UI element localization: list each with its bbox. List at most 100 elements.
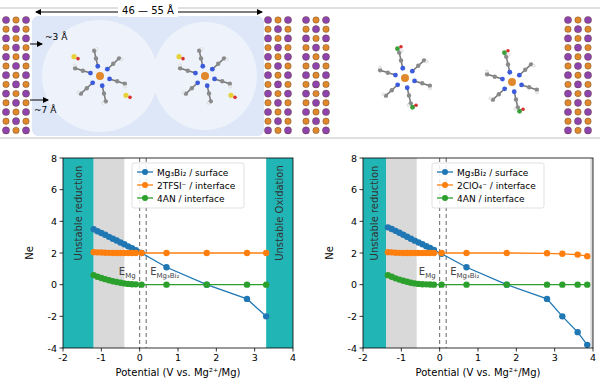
- legend-label: 4AN / interface: [457, 194, 525, 204]
- atom: [323, 26, 329, 32]
- atom: [264, 53, 271, 60]
- atom: [323, 100, 329, 106]
- y-tick: [360, 316, 364, 317]
- atom: [2, 90, 9, 97]
- atom: [81, 68, 85, 72]
- atom: [523, 68, 527, 72]
- atom: [584, 53, 591, 60]
- atom: [23, 26, 29, 32]
- mg-ion: [201, 72, 209, 80]
- reference-label-sub: Mg: [125, 272, 135, 280]
- atom: [105, 67, 110, 72]
- y-tick-label: 8: [51, 153, 57, 164]
- atom: [13, 54, 19, 60]
- atom: [313, 17, 319, 23]
- y-tick: [60, 348, 64, 349]
- x-tick: [439, 348, 440, 352]
- atom: [506, 62, 510, 66]
- atom: [575, 17, 581, 23]
- atom: [3, 26, 9, 32]
- atom: [425, 60, 428, 63]
- region-label: Unstable reduction: [369, 166, 380, 261]
- y-tick-label: 2: [51, 248, 57, 259]
- atom: [395, 46, 400, 51]
- offset-label: ~3 Å: [45, 31, 68, 42]
- legend-box: [132, 163, 244, 208]
- y-tick-label: 6: [51, 184, 57, 195]
- atom: [486, 70, 489, 73]
- atom: [506, 49, 510, 53]
- atom: [512, 89, 517, 94]
- atom: [12, 44, 19, 51]
- data-point: [204, 281, 210, 287]
- atom: [265, 63, 271, 69]
- bond: [415, 81, 430, 86]
- data-point: [463, 250, 469, 256]
- atom: [95, 64, 100, 69]
- atom: [407, 104, 410, 107]
- y-tick-label: 4: [51, 216, 57, 227]
- atom: [313, 72, 319, 78]
- atom: [229, 85, 232, 88]
- atom: [565, 81, 571, 87]
- atom: [199, 56, 203, 60]
- legend-marker: [142, 182, 148, 188]
- atom: [275, 90, 281, 96]
- atom: [393, 73, 398, 78]
- x-tick: [293, 348, 294, 352]
- atom: [284, 35, 291, 42]
- atom: [181, 57, 185, 61]
- x-tick-label: 1: [475, 352, 481, 363]
- legend-marker: [442, 195, 448, 201]
- series-line: [94, 229, 267, 316]
- atom: [519, 83, 524, 88]
- atom: [584, 16, 591, 23]
- data-point: [138, 250, 144, 256]
- y-tick-label: 6: [351, 184, 357, 195]
- atom: [312, 62, 319, 69]
- atom: [275, 109, 281, 115]
- atom: [274, 118, 281, 125]
- legend-label: 4AN / interface: [157, 194, 225, 204]
- x-tick-label: 2: [213, 352, 219, 363]
- mg-ion: [401, 74, 409, 82]
- data-point: [133, 250, 139, 256]
- atom: [429, 87, 432, 90]
- atom: [284, 53, 291, 60]
- y-tick-label: -4: [48, 343, 57, 354]
- atom: [22, 108, 29, 115]
- data-point: [463, 281, 469, 287]
- atom: [322, 35, 329, 42]
- atom: [285, 118, 291, 124]
- atom: [399, 58, 403, 62]
- atom: [179, 64, 182, 67]
- atom: [514, 108, 517, 111]
- x-tick: [554, 348, 555, 352]
- y-tick-label: 4: [351, 216, 357, 227]
- data-point: [431, 250, 437, 256]
- atom: [22, 90, 29, 97]
- atom: [564, 16, 571, 23]
- bond: [487, 74, 502, 79]
- atom: [265, 26, 271, 32]
- data-point: [133, 281, 139, 287]
- atom: [564, 72, 571, 79]
- data-point: [544, 250, 550, 256]
- y-tick: [360, 253, 364, 254]
- atom: [90, 80, 95, 85]
- y-tick: [360, 348, 364, 349]
- atom: [284, 90, 291, 97]
- x-tick: [478, 348, 479, 352]
- atom: [395, 82, 400, 87]
- data-point: [163, 264, 169, 270]
- y-tick: [360, 189, 364, 190]
- atom: [115, 79, 119, 83]
- x-tick-label: -1: [397, 352, 406, 363]
- atom: [264, 108, 271, 115]
- atom: [210, 67, 215, 72]
- atom: [502, 86, 507, 91]
- atom: [285, 81, 291, 87]
- reference-label-sub: Mg₃Bi₂: [157, 272, 180, 280]
- atom: [410, 69, 415, 74]
- legend-label: 2ClO₄⁻ / interface: [457, 181, 536, 191]
